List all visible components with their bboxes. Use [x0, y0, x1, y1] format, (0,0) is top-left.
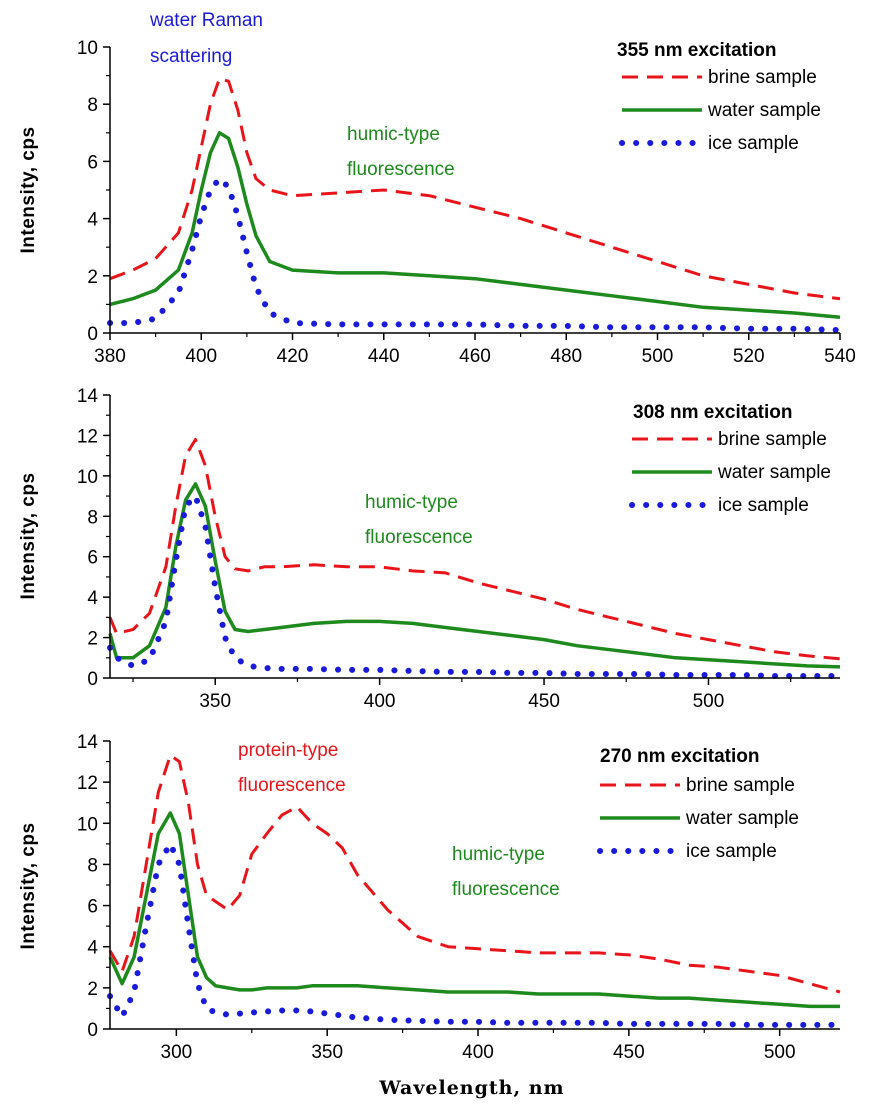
- x-axis-label: Wavelength, nm: [378, 1077, 564, 1099]
- series-line-ice-sample: [107, 840, 843, 1028]
- y-tick-label: 8: [87, 95, 98, 116]
- x-tick-label: 440: [368, 346, 400, 367]
- y-tick-label: 0: [87, 324, 98, 345]
- legend: brine sample water sample ice sample: [629, 429, 831, 516]
- x-tick-label: 500: [693, 691, 725, 712]
- y-tick-label: 2: [87, 267, 98, 288]
- x-tick-label: 300: [161, 1042, 193, 1063]
- y-tick-label: 2: [87, 629, 98, 650]
- series-line-brine-sample: [109, 77, 841, 301]
- legend-label-ice-sample: ice sample: [686, 841, 777, 862]
- legend-label-water-sample: water sample: [685, 808, 799, 829]
- annotation-protein-line1: protein-type: [238, 740, 338, 761]
- legend-label-brine-sample: brine sample: [718, 429, 827, 450]
- y-tick-label: 6: [87, 897, 98, 918]
- x-tick-label: 350: [311, 1042, 343, 1063]
- axes-layer: 0 2 4 6 8 10 12 14 300 350 400 450 500: [77, 732, 840, 1063]
- series-line-water-sample: [108, 811, 840, 1009]
- chart-panel-270nm: 0 2 4 6 8 10 12 14 300 350 400 450 500 Intensity, cp…: [18, 732, 843, 1099]
- x-tick-label: 520: [733, 346, 765, 367]
- legend-title: 270 nm excitation: [600, 746, 759, 767]
- y-tick-label: 14: [77, 732, 99, 753]
- annotation-humic-line1: humic-type: [347, 124, 440, 145]
- series-layer: [107, 753, 843, 1028]
- x-tick-label: 450: [613, 1042, 645, 1063]
- y-tick-label: 0: [87, 1020, 98, 1041]
- legend-title: 355 nm excitation: [617, 40, 776, 61]
- annotation-raman-line1: water Raman: [149, 10, 263, 31]
- series-line-water-sample: [108, 482, 841, 669]
- legend-label-brine-sample: brine sample: [686, 775, 795, 796]
- x-tick-label: 350: [199, 691, 231, 712]
- y-tick-label: 10: [77, 38, 98, 59]
- x-tick-label: 400: [364, 691, 396, 712]
- y-tick-label: 12: [77, 426, 98, 447]
- y-tick-label: 4: [87, 938, 98, 959]
- legend-label-water-sample: water sample: [707, 100, 821, 121]
- annotation-humic-line2: fluorescence: [347, 159, 455, 180]
- legend: brine sample water sample ice sample: [597, 775, 799, 862]
- series-line-brine-sample: [108, 753, 841, 994]
- x-tick-label: 380: [94, 346, 126, 367]
- x-tick-label: 480: [550, 346, 582, 367]
- y-tick-label: 6: [87, 548, 98, 569]
- chart-panel-308nm: 0 2 4 6 8 10 12 14 350 400 450 500 Intensity, cps 3…: [18, 386, 843, 712]
- x-tick-label: 500: [764, 1042, 796, 1063]
- y-tick-label: 4: [87, 210, 98, 231]
- y-tick-label: 12: [77, 773, 98, 794]
- annotation-humic-line2: fluorescence: [365, 527, 473, 548]
- plot-area: [110, 47, 840, 333]
- annotation-raman-line2: scattering: [150, 46, 232, 67]
- legend-label-brine-sample: brine sample: [708, 67, 817, 88]
- series-layer: [107, 438, 843, 679]
- x-tick-label: 460: [459, 346, 491, 367]
- legend-label-ice-sample: ice sample: [718, 495, 809, 516]
- y-axis-label: Intensity, cps: [18, 822, 39, 949]
- y-tick-label: 4: [87, 588, 98, 609]
- chart-panel-355nm: 0 2 4 6 8 10 380 400 420 440 460 480 500 520 540 Inten…: [18, 10, 856, 367]
- y-tick-label: 14: [77, 386, 99, 407]
- x-tick-label: 400: [185, 346, 217, 367]
- y-tick-label: 10: [77, 814, 98, 835]
- y-axis-label: Intensity, cps: [18, 126, 39, 253]
- legend: brine sample water sample ice sample: [619, 67, 821, 154]
- series-line-brine-sample: [108, 438, 841, 661]
- legend-title: 308 nm excitation: [633, 402, 792, 423]
- y-tick-label: 10: [77, 467, 98, 488]
- y-tick-label: 8: [87, 507, 98, 528]
- series-line-water-sample: [109, 131, 841, 320]
- y-tick-label: 0: [87, 669, 98, 690]
- series-layer: [107, 77, 843, 334]
- x-tick-label: 400: [462, 1042, 494, 1063]
- annotation-humic-line1: humic-type: [365, 492, 458, 513]
- x-tick-label: 500: [642, 346, 674, 367]
- annotation-humic-line1: humic-type: [452, 844, 545, 865]
- legend-label-water-sample: water sample: [717, 462, 831, 483]
- y-axis-label: Intensity, cps: [18, 472, 39, 599]
- annotation-protein-line2: fluorescence: [238, 775, 346, 796]
- y-tick-label: 2: [87, 979, 98, 1000]
- annotation-humic-line2: fluorescence: [452, 879, 560, 900]
- legend-label-ice-sample: ice sample: [708, 133, 799, 154]
- x-tick-label: 540: [824, 346, 856, 367]
- y-tick-label: 8: [87, 855, 98, 876]
- x-tick-label: 420: [277, 346, 309, 367]
- y-tick-label: 6: [87, 152, 98, 173]
- series-line-ice-sample: [107, 175, 843, 334]
- axes-layer: 0 2 4 6 8 10 380 400 420 440 460 480 500 520 540: [77, 38, 856, 367]
- x-tick-label: 450: [528, 691, 560, 712]
- axes-layer: 0 2 4 6 8 10 12 14 350 400 450 500: [77, 386, 840, 712]
